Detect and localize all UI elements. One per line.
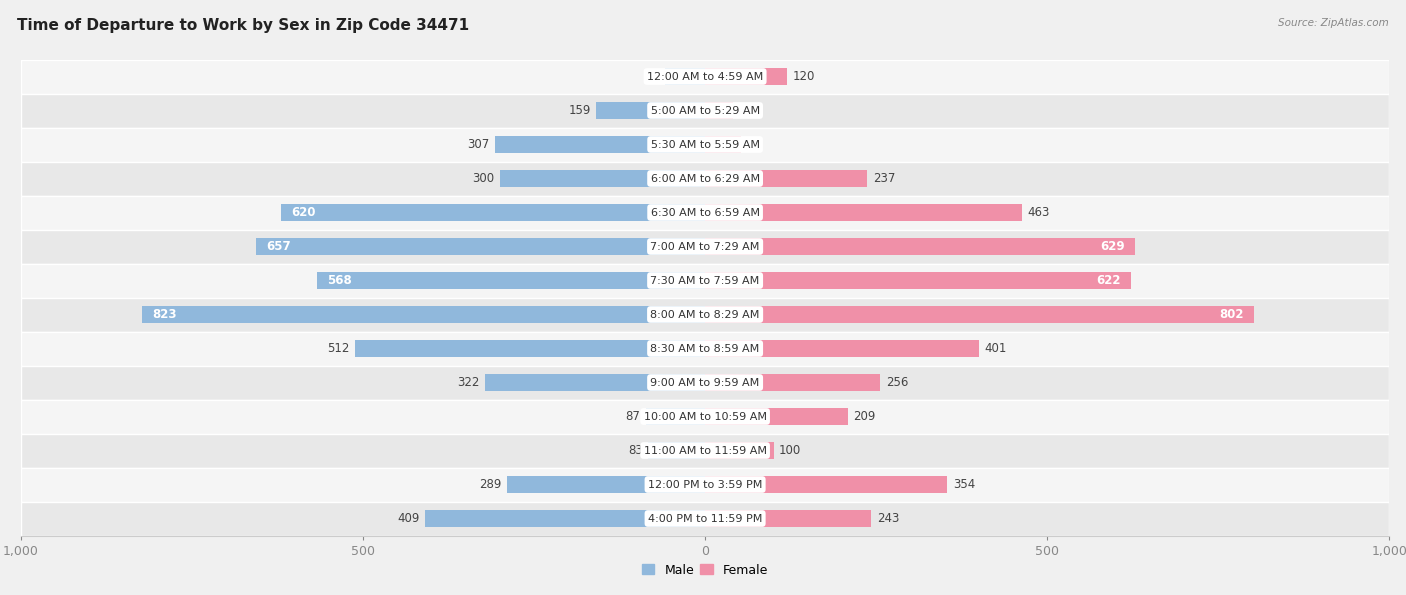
Bar [21,161,1389,196]
Bar [256,237,706,255]
Text: 657: 657 [266,240,291,253]
Text: Time of Departure to Work by Sex in Zip Code 34471: Time of Departure to Work by Sex in Zip … [17,18,470,33]
Text: 8:30 AM to 8:59 AM: 8:30 AM to 8:59 AM [651,343,759,353]
Text: 322: 322 [457,376,479,389]
Bar [495,136,706,154]
Bar [665,68,706,85]
Text: 10:00 AM to 10:59 AM: 10:00 AM to 10:59 AM [644,412,766,421]
Text: 6:00 AM to 6:29 AM: 6:00 AM to 6:29 AM [651,174,759,183]
Text: 4:00 PM to 11:59 PM: 4:00 PM to 11:59 PM [648,513,762,524]
Bar [21,60,1389,93]
Bar [142,306,706,323]
Bar [648,441,706,459]
Bar [316,272,706,289]
Text: 289: 289 [479,478,502,491]
Text: 401: 401 [984,342,1007,355]
Bar [21,230,1389,264]
Bar [706,237,1136,255]
Text: 243: 243 [877,512,900,525]
Bar [501,170,706,187]
Bar [21,196,1389,230]
Text: 120: 120 [793,70,815,83]
Bar [21,298,1389,331]
Text: Source: ZipAtlas.com: Source: ZipAtlas.com [1278,18,1389,28]
Text: 12:00 PM to 3:59 PM: 12:00 PM to 3:59 PM [648,480,762,490]
Text: 41: 41 [738,104,754,117]
Text: 59: 59 [644,70,659,83]
Bar [21,434,1389,468]
Bar [21,127,1389,161]
Bar [21,331,1389,365]
Text: 354: 354 [953,478,974,491]
Text: 300: 300 [472,172,495,185]
Bar [485,374,706,392]
Bar [706,203,1022,221]
Text: 409: 409 [398,512,420,525]
Bar [21,93,1389,127]
Bar [508,475,706,493]
Text: 7:30 AM to 7:59 AM: 7:30 AM to 7:59 AM [651,275,759,286]
Text: 11:00 AM to 11:59 AM: 11:00 AM to 11:59 AM [644,446,766,456]
Text: 9:00 AM to 9:59 AM: 9:00 AM to 9:59 AM [651,377,759,387]
Text: 622: 622 [1095,274,1121,287]
Text: 159: 159 [568,104,591,117]
Text: 823: 823 [152,308,177,321]
Text: 87: 87 [626,410,640,423]
Bar [706,136,741,154]
Bar [21,468,1389,502]
Text: 237: 237 [873,172,896,185]
Bar [706,374,880,392]
Bar [21,399,1389,434]
Bar [21,502,1389,536]
Text: 100: 100 [779,444,801,457]
Text: 512: 512 [328,342,350,355]
Text: 5:00 AM to 5:29 AM: 5:00 AM to 5:29 AM [651,105,759,115]
Bar [706,170,868,187]
Bar [21,264,1389,298]
Text: 568: 568 [326,274,352,287]
Bar [706,441,773,459]
Text: 6:30 AM to 6:59 AM: 6:30 AM to 6:59 AM [651,208,759,218]
Bar [706,510,872,527]
Bar [596,102,706,120]
Bar [706,306,1254,323]
Bar [645,408,706,425]
Bar [281,203,706,221]
Bar [354,340,706,358]
Text: 629: 629 [1101,240,1125,253]
Text: 463: 463 [1028,206,1050,219]
Bar [21,365,1389,399]
Bar [706,68,787,85]
Bar [706,408,848,425]
Bar [706,475,948,493]
Legend: Male, Female: Male, Female [637,559,773,581]
Bar [706,272,1130,289]
Text: 620: 620 [291,206,316,219]
Text: 307: 307 [467,138,489,151]
Text: 209: 209 [853,410,876,423]
Text: 8:00 AM to 8:29 AM: 8:00 AM to 8:29 AM [651,309,759,320]
Text: 83: 83 [628,444,643,457]
Bar [706,340,980,358]
Text: 7:00 AM to 7:29 AM: 7:00 AM to 7:29 AM [651,242,759,252]
Bar [706,102,733,120]
Text: 5:30 AM to 5:59 AM: 5:30 AM to 5:59 AM [651,139,759,149]
Text: 256: 256 [886,376,908,389]
Text: 52: 52 [747,138,761,151]
Bar [426,510,706,527]
Text: 12:00 AM to 4:59 AM: 12:00 AM to 4:59 AM [647,71,763,82]
Text: 802: 802 [1219,308,1243,321]
